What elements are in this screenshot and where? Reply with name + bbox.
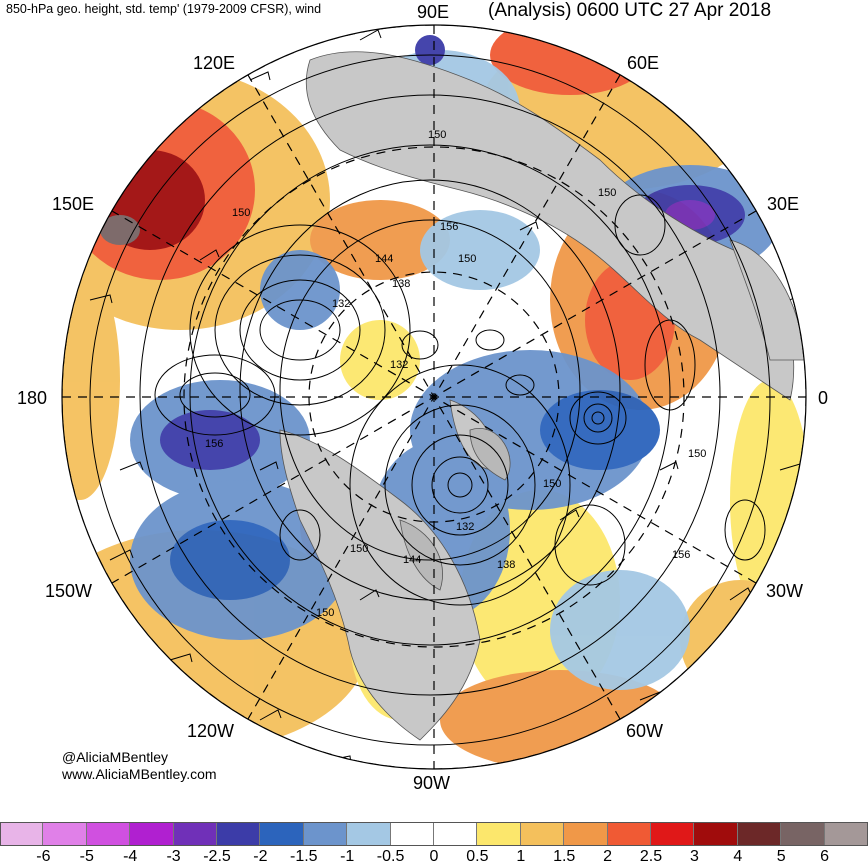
colorbar-tick-label: 1: [516, 848, 526, 865]
colorbar-tick-label: -0.5: [376, 848, 405, 865]
colorbar-swatch: [0, 822, 44, 846]
colorbar-swatch: [824, 822, 868, 846]
colorbar-tick-label: 5: [776, 848, 786, 865]
lon-label-150e: 150E: [52, 194, 95, 214]
contour-label: 150: [688, 448, 706, 460]
lon-label-30w: 30W: [766, 581, 804, 601]
contour-label: 150: [543, 478, 561, 490]
colorbar-swatch: [260, 822, 304, 846]
lon-label-120e: 120E: [193, 53, 236, 73]
colorbar-tick-label: 2.5: [639, 848, 663, 865]
contour-label: 138: [392, 278, 410, 290]
lon-label-90e: 90E: [417, 2, 450, 22]
colorbar-swatch: [347, 822, 391, 846]
contour-label: 144: [403, 554, 421, 566]
contour-label: 156: [672, 549, 690, 561]
colorbar-tick-label: 3: [689, 848, 699, 865]
colorbar-tick-label: 0: [429, 848, 439, 865]
graticule: [62, 25, 806, 769]
colorbar-frame: [0, 822, 868, 846]
colorbar-swatch: [477, 822, 521, 846]
lon-label-30e: 30E: [767, 194, 800, 214]
colorbar-swatch: [651, 822, 695, 846]
colorbar-swatch: [130, 822, 174, 846]
height-contours: [89, 54, 771, 746]
lon-label-90w: 90W: [413, 773, 451, 793]
lon-label-150w: 150W: [45, 581, 93, 601]
colorbar-tick-label: -5: [79, 848, 94, 865]
contour-label: 138: [497, 559, 515, 571]
contour-label: 150: [232, 207, 250, 219]
colorbar-swatch: [43, 822, 87, 846]
colorbar-swatch: [434, 822, 478, 846]
landmasses: [279, 51, 806, 741]
colorbar-tick-label: -1.5: [290, 848, 318, 865]
colorbar-tick-label: -4: [123, 848, 138, 865]
colorbar-tick-label: 4: [733, 848, 743, 865]
colorbar-tick-label: -6: [36, 848, 51, 865]
colorbar-tick-label: -2: [253, 848, 268, 865]
colorbar-swatch: [303, 822, 348, 846]
contour-label: 150: [316, 607, 334, 619]
author-handle: @AliciaMBentley: [62, 749, 169, 765]
colorbar-swatch: [217, 822, 261, 846]
contour-label: 132: [390, 359, 408, 371]
contour-label: 132: [332, 298, 350, 310]
contour-label: 150: [350, 543, 368, 555]
colorbar-swatch: [737, 822, 782, 846]
author-website: www.AliciaMBentley.com: [62, 766, 217, 782]
contour-label-group: 150 156 150 144 138 132 132 150 156 150 …: [205, 129, 706, 619]
colorbar-swatch: [520, 822, 565, 846]
contour-label: 132: [456, 521, 474, 533]
contour-label: 150: [428, 129, 446, 141]
lon-label-180: 180: [17, 388, 48, 408]
colorbar-tick-label: 1.5: [553, 848, 576, 865]
colorbar-tick-label: 0.5: [466, 848, 489, 865]
colorbar-swatch: [607, 822, 651, 846]
lon-label-60w: 60W: [626, 721, 664, 741]
colorbar-swatch: [86, 822, 131, 846]
lon-label-120w: 120W: [187, 721, 235, 741]
colorbar-tick-label: 2: [603, 848, 613, 865]
colorbar-tick-label: 6: [820, 848, 830, 865]
contour-label: 150: [598, 187, 616, 199]
contour-label: 156: [440, 221, 458, 233]
colorbar-swatch: [390, 822, 434, 846]
map-outline: [61, 24, 807, 770]
lon-label-60e: 60E: [627, 53, 660, 73]
colorbar-swatch: [173, 822, 217, 846]
lon-label-0: 0: [818, 388, 829, 408]
colorbar-swatch: [781, 822, 825, 846]
colorbar-tick-label: -3: [166, 848, 181, 865]
contour-label: 156: [205, 438, 223, 450]
valid-time-title: (Analysis) 0600 UTC 27 Apr 2018: [488, 0, 772, 21]
colorbar-tick-label: -1: [340, 848, 355, 865]
colorbar-tick-label: -2.5: [203, 848, 231, 865]
contour-label: 144: [375, 253, 393, 265]
colorbar-swatch: [564, 822, 608, 846]
colorbar-swatch: [694, 822, 738, 846]
polar-stereographic-map: 150 156 150 144 138 132 132 150 156 150 …: [61, 24, 807, 770]
contour-label: 150: [458, 253, 476, 265]
map-title: 850-hPa geo. height, std. temp' (1979-20…: [6, 2, 322, 16]
